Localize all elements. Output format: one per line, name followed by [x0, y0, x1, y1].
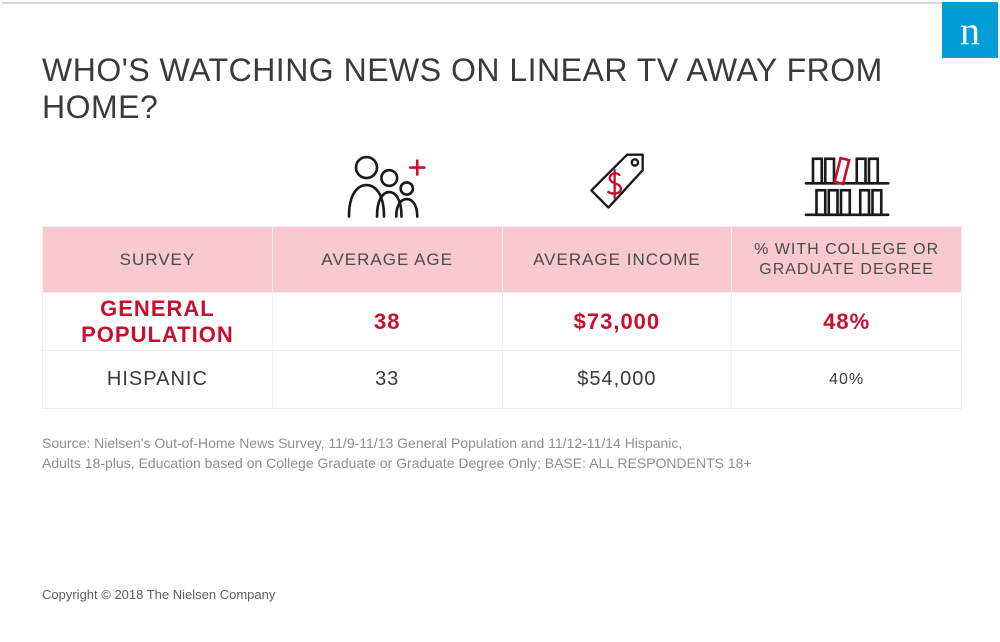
col-header-income: AVERAGE INCOME: [502, 227, 732, 293]
col-header-degree: % WITH COLLEGE OR GRADUATE DEGREE: [732, 227, 962, 293]
cell-age: 33: [272, 351, 502, 409]
col-header-degree-line1: % WITH COLLEGE OR: [754, 241, 939, 258]
table-header-row: SURVEY AVERAGE AGE AVERAGE INCOME % WITH…: [43, 227, 962, 293]
nielsen-logo: n: [942, 2, 998, 58]
cell-income: $54,000: [502, 351, 732, 409]
source-note: Source: Nielsen's Out-of-Home News Surve…: [42, 433, 958, 474]
cell-label: HISPANIC: [43, 351, 273, 409]
cell-age: 38: [272, 293, 502, 351]
top-rule: [2, 2, 998, 4]
cell-degree: 48%: [732, 293, 962, 351]
source-line-2: Adults 18-plus, Education based on Colle…: [42, 453, 958, 473]
col-header-survey: SURVEY: [43, 227, 273, 293]
table-row: HISPANIC33$54,00040%: [43, 351, 962, 409]
data-table: SURVEY AVERAGE AGE AVERAGE INCOME % WITH…: [42, 226, 962, 409]
cell-label: GENERAL POPULATION: [43, 293, 273, 351]
nielsen-logo-glyph: n: [960, 7, 980, 54]
bookshelf-icon: [732, 140, 962, 220]
icon-spacer: [42, 140, 272, 220]
page-title: WHO'S WATCHING NEWS ON LINEAR TV AWAY FR…: [42, 52, 1000, 126]
icon-row: [42, 130, 958, 220]
price-tag-dollar-icon: [502, 140, 732, 220]
content: SURVEY AVERAGE AGE AVERAGE INCOME % WITH…: [42, 130, 958, 474]
source-line-1: Source: Nielsen's Out-of-Home News Surve…: [42, 433, 958, 453]
table-row: GENERAL POPULATION38$73,00048%: [43, 293, 962, 351]
family-plus-icon: [272, 140, 502, 220]
copyright: Copyright © 2018 The Nielsen Company: [42, 587, 275, 602]
col-header-degree-line2: GRADUATE DEGREE: [759, 261, 934, 278]
col-header-age: AVERAGE AGE: [272, 227, 502, 293]
cell-degree: 40%: [732, 351, 962, 409]
cell-income: $73,000: [502, 293, 732, 351]
